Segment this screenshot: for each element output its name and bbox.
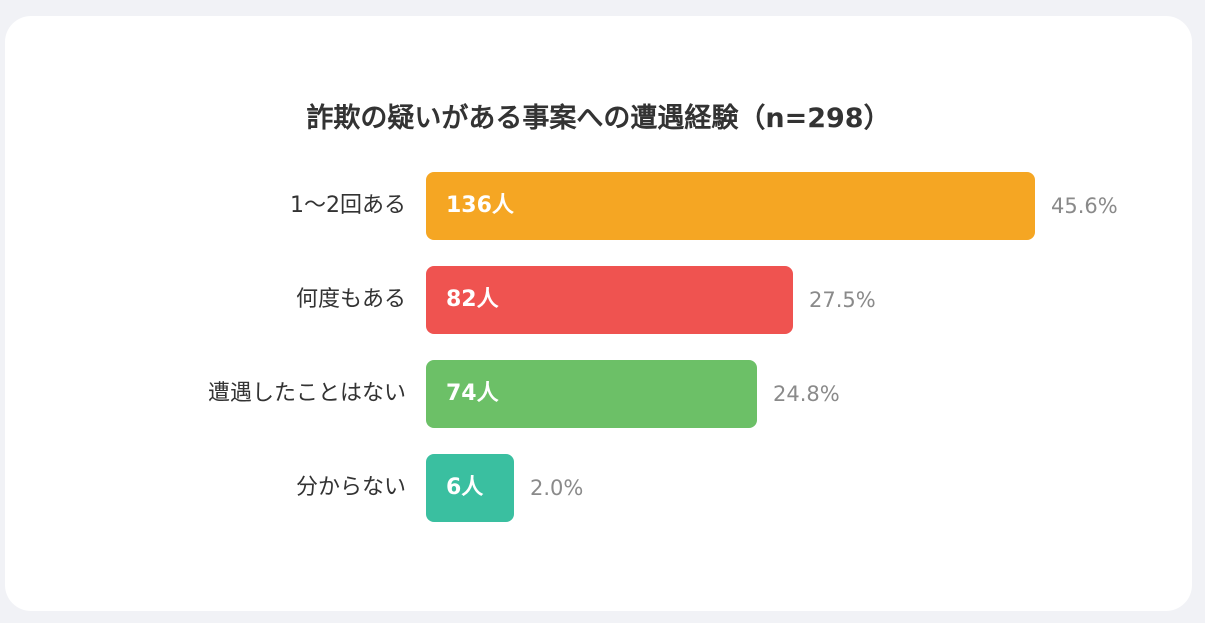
bar: 136人 <box>426 172 1035 240</box>
category-label: 遭遇したことはない <box>207 381 406 406</box>
chart-title: 詐欺の疑いがある事案への遭遇経験（n=298） <box>306 103 891 134</box>
bar: 74人 <box>426 360 757 428</box>
bar-value-label: 82人 <box>446 287 499 312</box>
category-label: 分からない <box>295 475 406 500</box>
bar-value-label: 136人 <box>446 193 514 218</box>
chart-card: 詐欺の疑いがある事案への遭遇経験（n=298） 1〜2回ある 136人 45.6% 何… <box>5 16 1192 611</box>
bar-row: 1〜2回ある 136人 45.6% <box>5 172 1192 240</box>
percent-label: 45.6% <box>1051 194 1118 218</box>
category-label: 何度もある <box>295 287 406 312</box>
bar-value-label: 6人 <box>446 475 484 500</box>
bar: 82人 <box>426 266 793 334</box>
bar-row: 遭遇したことはない 74人 24.8% <box>5 360 1192 428</box>
bar-row: 何度もある 82人 27.5% <box>5 266 1192 334</box>
category-label: 1〜2回ある <box>290 193 406 218</box>
bar-row: 分からない 6人 2.0% <box>5 454 1192 522</box>
bar: 6人 <box>426 454 514 522</box>
percent-label: 2.0% <box>530 476 584 500</box>
percent-label: 24.8% <box>773 382 840 406</box>
bar-value-label: 74人 <box>446 381 499 406</box>
percent-label: 27.5% <box>809 288 876 312</box>
